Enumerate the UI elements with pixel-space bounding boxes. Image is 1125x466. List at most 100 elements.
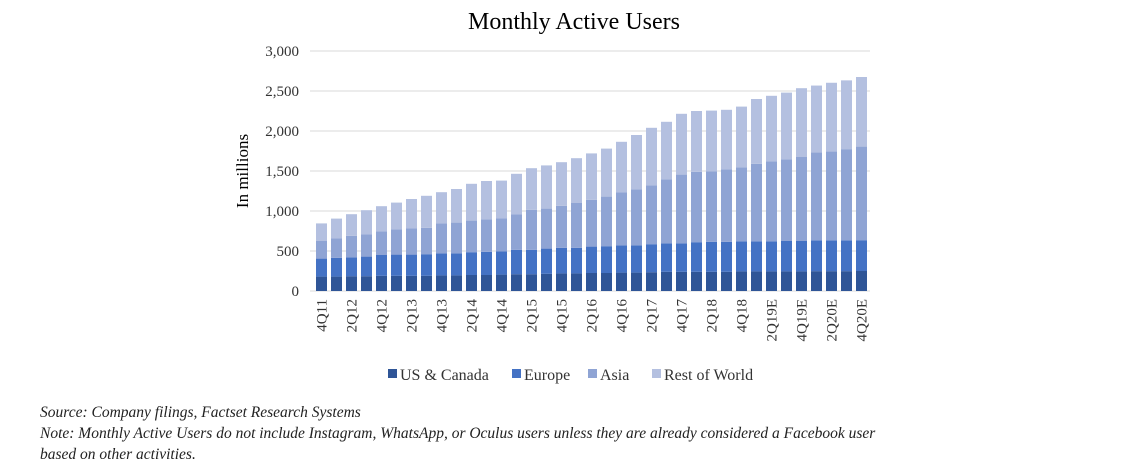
bar-segment-asia [796,157,807,241]
bar-segment-us-canada [751,271,762,291]
bar-segment-europe [631,245,642,273]
bar-segment-rest-of-world [541,165,552,209]
bar-segment-europe [496,251,507,275]
bar-segment-europe [661,243,672,272]
bar-segment-rest-of-world [781,92,792,160]
bar-segment-rest-of-world [361,210,372,235]
bar-segment-us-canada [736,271,747,291]
bar-stack [721,109,732,291]
x-tick-label: 2Q19E [765,299,781,342]
legend-label: Asia [600,367,629,384]
bar-segment-rest-of-world [736,106,747,168]
bar-stack [826,82,837,291]
x-tick-label: 4Q15 [555,299,571,332]
bar-segment-rest-of-world [421,195,432,228]
bar-segment-rest-of-world [391,202,402,230]
bar-segment-europe [601,246,612,273]
bar-segment-europe [826,240,837,272]
bar-stack [541,165,552,291]
bar-stack [316,223,327,291]
bar-segment-us-canada [496,274,507,291]
bar-segment-rest-of-world [751,99,762,164]
bar-segment-us-canada [631,272,642,291]
bar-segment-rest-of-world [796,88,807,157]
bar-segment-us-canada [826,271,837,291]
bar-segment-asia [616,192,627,246]
bar-segment-us-canada [571,273,582,291]
bar-segment-asia [511,214,522,250]
bar-segment-europe [511,249,522,275]
bar-segment-rest-of-world [466,183,477,221]
bar-segment-rest-of-world [436,192,447,224]
bar-segment-europe [811,240,822,272]
bar-segment-asia [586,199,597,247]
bar-segment-rest-of-world [631,135,642,190]
bar-stack [811,85,822,291]
bar-segment-rest-of-world [766,95,777,162]
bar-stack [841,80,852,291]
bar-segment-us-canada [421,275,432,291]
bar-segment-rest-of-world [646,127,657,186]
bar-segment-europe [796,241,807,272]
bar-stack [496,180,507,291]
bar-segment-us-canada [811,271,822,291]
bar-segment-us-canada [316,276,327,291]
bar-segment-europe [676,243,687,272]
bar-segment-rest-of-world [661,121,672,180]
bar-segment-asia [541,208,552,249]
bar-segment-europe [526,249,537,275]
bar-segment-asia [391,229,402,255]
legend-swatch [652,369,661,378]
bar-stack [436,192,447,291]
bar-segment-europe [781,241,792,272]
bar-segment-rest-of-world [616,141,627,193]
x-tick-label: 2Q18 [705,299,721,332]
bar-segment-rest-of-world [706,110,717,172]
bar-segment-asia [526,209,537,250]
bar-segment-us-canada [481,275,492,291]
bar-segment-asia [556,205,567,248]
bar-segment-asia [406,228,417,255]
bar-segment-europe [391,254,402,276]
bar-segment-asia [841,149,852,241]
footnote-line-1: Note: Monthly Active Users do not includ… [40,425,876,442]
x-tick-label: 2Q15 [525,299,541,332]
x-tick-label: 2Q17 [645,299,661,333]
bar-stack [421,195,432,291]
bar-segment-asia [706,171,717,242]
bar-segment-us-canada [691,271,702,291]
x-tick-label: 4Q20E [855,299,871,342]
bar-segment-europe [436,253,447,276]
bar-segment-rest-of-world [331,218,342,239]
bar-segment-rest-of-world [316,223,327,241]
x-tick-label: 2Q14 [465,299,481,333]
bar-segment-asia [361,234,372,257]
bar-segment-europe [856,240,867,271]
bar-segment-rest-of-world [511,173,522,215]
bar-segment-asia [316,241,327,259]
bar-stack [616,141,627,291]
bar-segment-asia [571,203,582,248]
bar-segment-asia [466,220,477,253]
bar-stack [361,210,372,291]
legend-label: Europe [524,367,570,384]
bar-segment-us-canada [781,271,792,291]
x-tick-label: 4Q11 [315,299,331,332]
x-tick-label: 2Q16 [585,299,601,333]
x-tick-label: 4Q12 [375,299,391,332]
bar-stack [451,189,462,291]
bar-segment-asia [826,151,837,241]
bar-segment-europe [586,246,597,273]
bar-segment-us-canada [511,274,522,291]
y-tick-label: 1,000 [265,204,299,220]
bar-segment-asia [331,238,342,258]
legend-swatch [512,369,521,378]
bar-segment-rest-of-world [691,111,702,172]
bar-stack [376,206,387,291]
x-tick-label: 4Q19E [795,299,811,342]
bar-segment-europe [721,241,732,272]
source-note: Source: Company filings, Factset Researc… [40,404,361,421]
bar-segment-rest-of-world [676,113,687,175]
y-tick-label: 2,000 [265,124,299,140]
bar-segment-rest-of-world [601,148,612,197]
